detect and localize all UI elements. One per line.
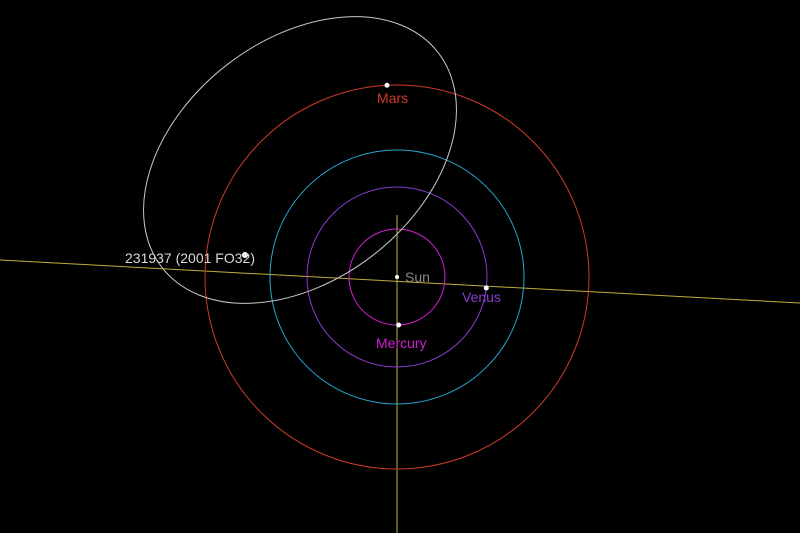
ecliptic-line <box>0 260 800 303</box>
orbit-diagram: Sun Mercury Venus Mars 231937 (2001 FO32… <box>0 0 800 533</box>
asteroid-label: 231937 (2001 FO32) <box>125 250 255 266</box>
mercury-label: Mercury <box>376 335 427 351</box>
venus-label: Venus <box>462 289 501 305</box>
sun-label: Sun <box>405 269 430 285</box>
sun-dot <box>395 275 399 279</box>
mercury-dot <box>396 322 401 327</box>
asteroid-orbit <box>88 0 512 362</box>
mars-label: Mars <box>377 90 408 106</box>
mars-dot <box>384 83 389 88</box>
